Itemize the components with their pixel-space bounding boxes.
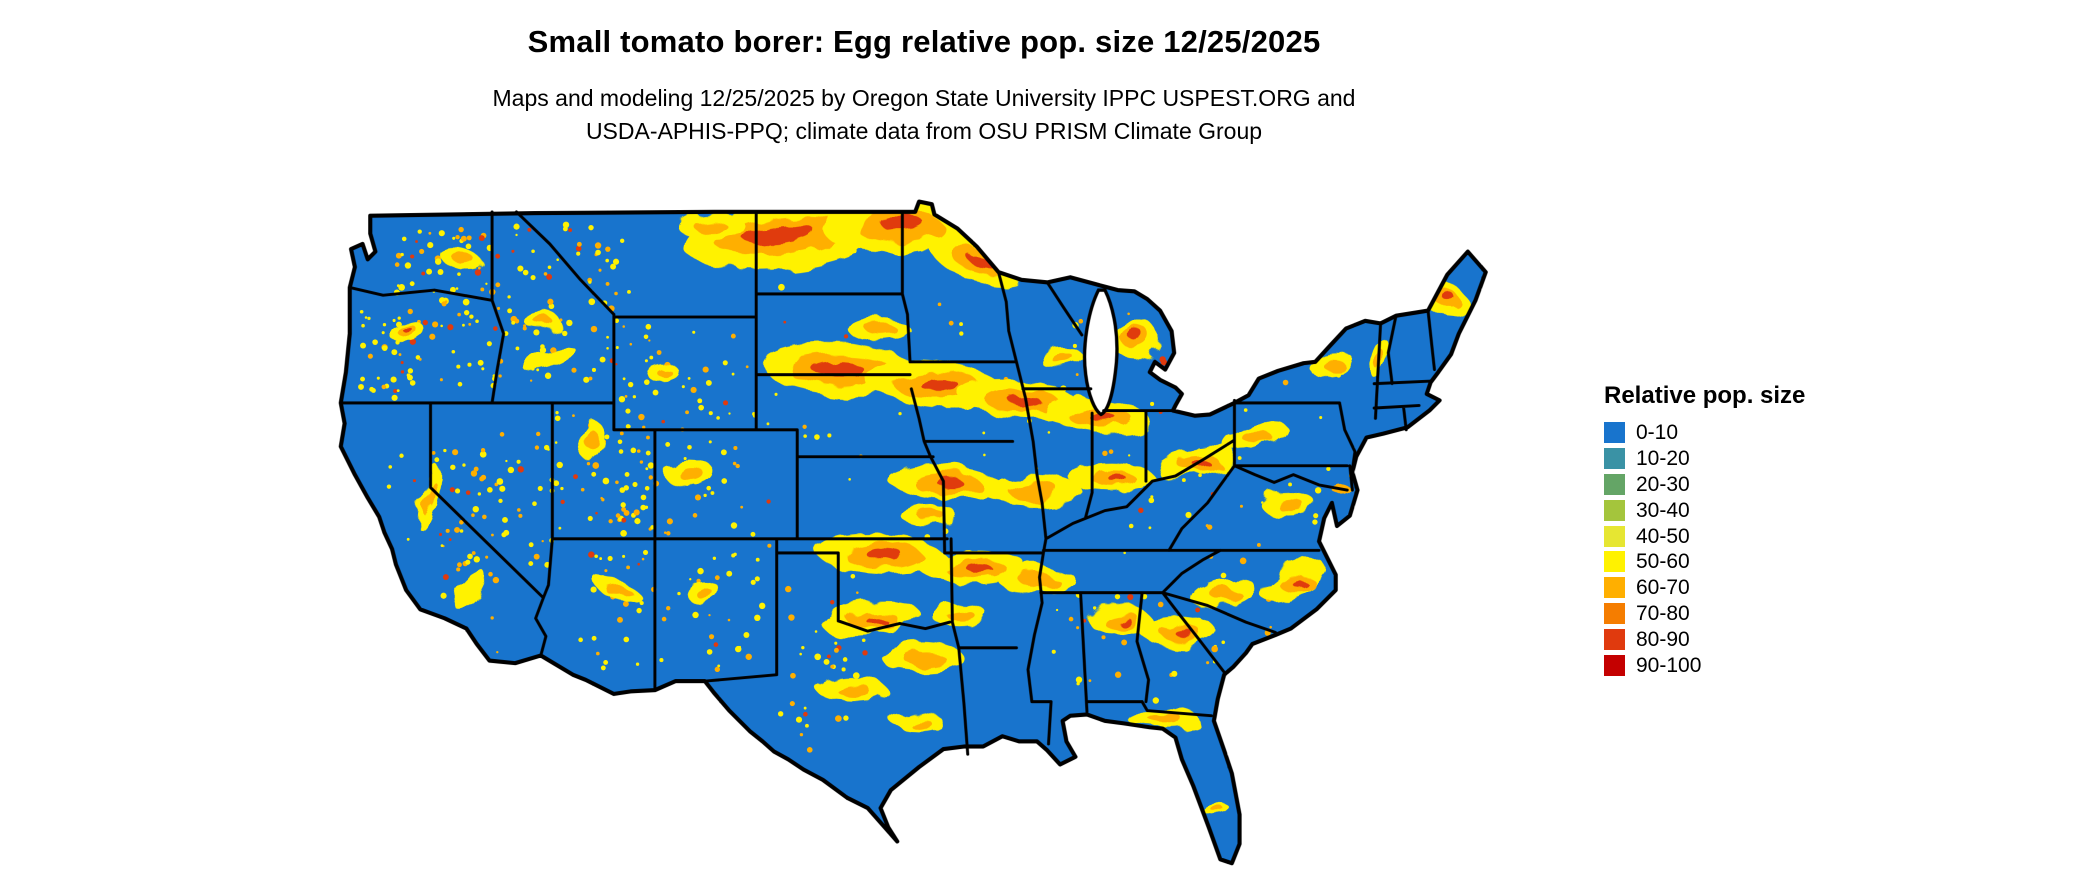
hotspot-blobs (386, 202, 1468, 815)
legend-swatch (1604, 473, 1625, 495)
legend-entry: 90-100 (1604, 652, 1864, 678)
legend-label: 50-60 (1636, 550, 1690, 574)
legend-label: 80-90 (1636, 627, 1690, 651)
legend-label: 20-30 (1636, 472, 1690, 496)
legend-entry: 40-50 (1604, 523, 1864, 549)
legend-swatch (1604, 577, 1625, 599)
legend: Relative pop. size 0-10 10-20 20-30 30-4… (1604, 382, 1864, 678)
legend-entry: 10-20 (1604, 446, 1864, 472)
legend-label: 30-40 (1636, 498, 1690, 522)
legend-entry: 70-80 (1604, 601, 1864, 627)
legend-label: 40-50 (1636, 524, 1690, 548)
subtitle-line-2: USDA-APHIS-PPQ; climate data from OSU PR… (585, 118, 1263, 144)
legend-swatch (1604, 551, 1625, 573)
legend-entry: 80-90 (1604, 626, 1864, 652)
us-map-svg (274, 167, 1564, 885)
legend-label: 90-100 (1636, 653, 1702, 677)
map-area (274, 167, 1564, 885)
legend-label: 0-10 (1636, 421, 1679, 445)
map-subtitle: Maps and modeling 12/25/2025 by Oregon S… (0, 82, 1848, 148)
legend-entry: 0-10 (1604, 420, 1864, 446)
legend-swatch (1604, 422, 1625, 444)
legend-label: 60-70 (1636, 576, 1690, 600)
lake-michigan (1082, 288, 1119, 417)
legend-swatch (1604, 525, 1625, 547)
legend-label: 70-80 (1636, 601, 1690, 625)
legend-title: Relative pop. size (1604, 382, 1806, 409)
state-borders (339, 210, 1436, 756)
legend-entry: 50-60 (1604, 549, 1864, 575)
legend-swatch (1604, 499, 1625, 521)
legend-swatch (1604, 448, 1625, 470)
legend-label: 10-20 (1636, 447, 1690, 471)
legend-entries: 0-10 10-20 20-30 30-40 40-50 50-60 60-70… (1604, 420, 1864, 678)
legend-entry: 30-40 (1604, 497, 1864, 523)
legend-swatch (1604, 628, 1625, 650)
legend-entry: 60-70 (1604, 575, 1864, 601)
legend-entry: 20-30 (1604, 472, 1864, 498)
subtitle-line-1: Maps and modeling 12/25/2025 by Oregon S… (492, 85, 1356, 111)
legend-swatch (1604, 654, 1625, 676)
legend-swatch (1604, 602, 1625, 624)
page-title: Small tomato borer: Egg relative pop. si… (527, 24, 1321, 59)
